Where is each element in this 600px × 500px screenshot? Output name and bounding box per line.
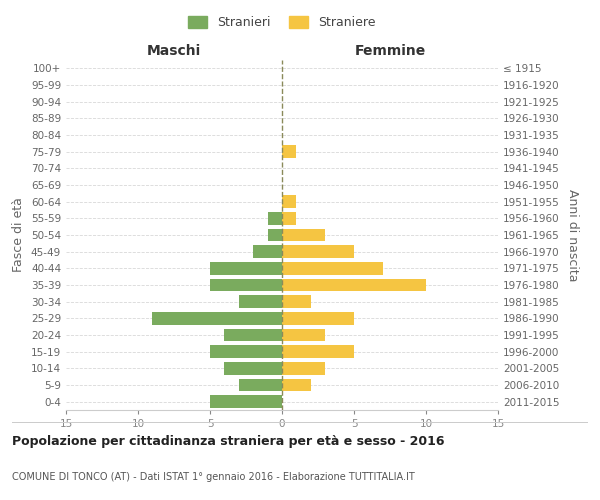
Bar: [282, 229, 325, 241]
Bar: [282, 312, 354, 324]
Bar: [268, 229, 282, 241]
Bar: [282, 246, 354, 258]
Y-axis label: Fasce di età: Fasce di età: [13, 198, 25, 272]
Bar: [282, 362, 325, 374]
Bar: [282, 196, 296, 208]
Y-axis label: Anni di nascita: Anni di nascita: [566, 188, 579, 281]
Bar: [239, 296, 282, 308]
Bar: [152, 312, 282, 324]
Bar: [268, 212, 282, 224]
Text: Maschi: Maschi: [147, 44, 201, 58]
Bar: [282, 262, 383, 274]
Bar: [239, 379, 282, 391]
Bar: [224, 329, 282, 341]
Text: Popolazione per cittadinanza straniera per età e sesso - 2016: Popolazione per cittadinanza straniera p…: [12, 435, 445, 448]
Bar: [282, 296, 311, 308]
Bar: [282, 379, 311, 391]
Bar: [210, 279, 282, 291]
Bar: [282, 329, 325, 341]
Bar: [210, 346, 282, 358]
Bar: [210, 396, 282, 408]
Bar: [282, 146, 296, 158]
Legend: Stranieri, Straniere: Stranieri, Straniere: [184, 11, 380, 34]
Text: COMUNE DI TONCO (AT) - Dati ISTAT 1° gennaio 2016 - Elaborazione TUTTITALIA.IT: COMUNE DI TONCO (AT) - Dati ISTAT 1° gen…: [12, 472, 415, 482]
Bar: [282, 279, 426, 291]
Bar: [282, 212, 296, 224]
Bar: [282, 346, 354, 358]
Bar: [210, 262, 282, 274]
Bar: [253, 246, 282, 258]
Text: Femmine: Femmine: [355, 44, 425, 58]
Bar: [224, 362, 282, 374]
